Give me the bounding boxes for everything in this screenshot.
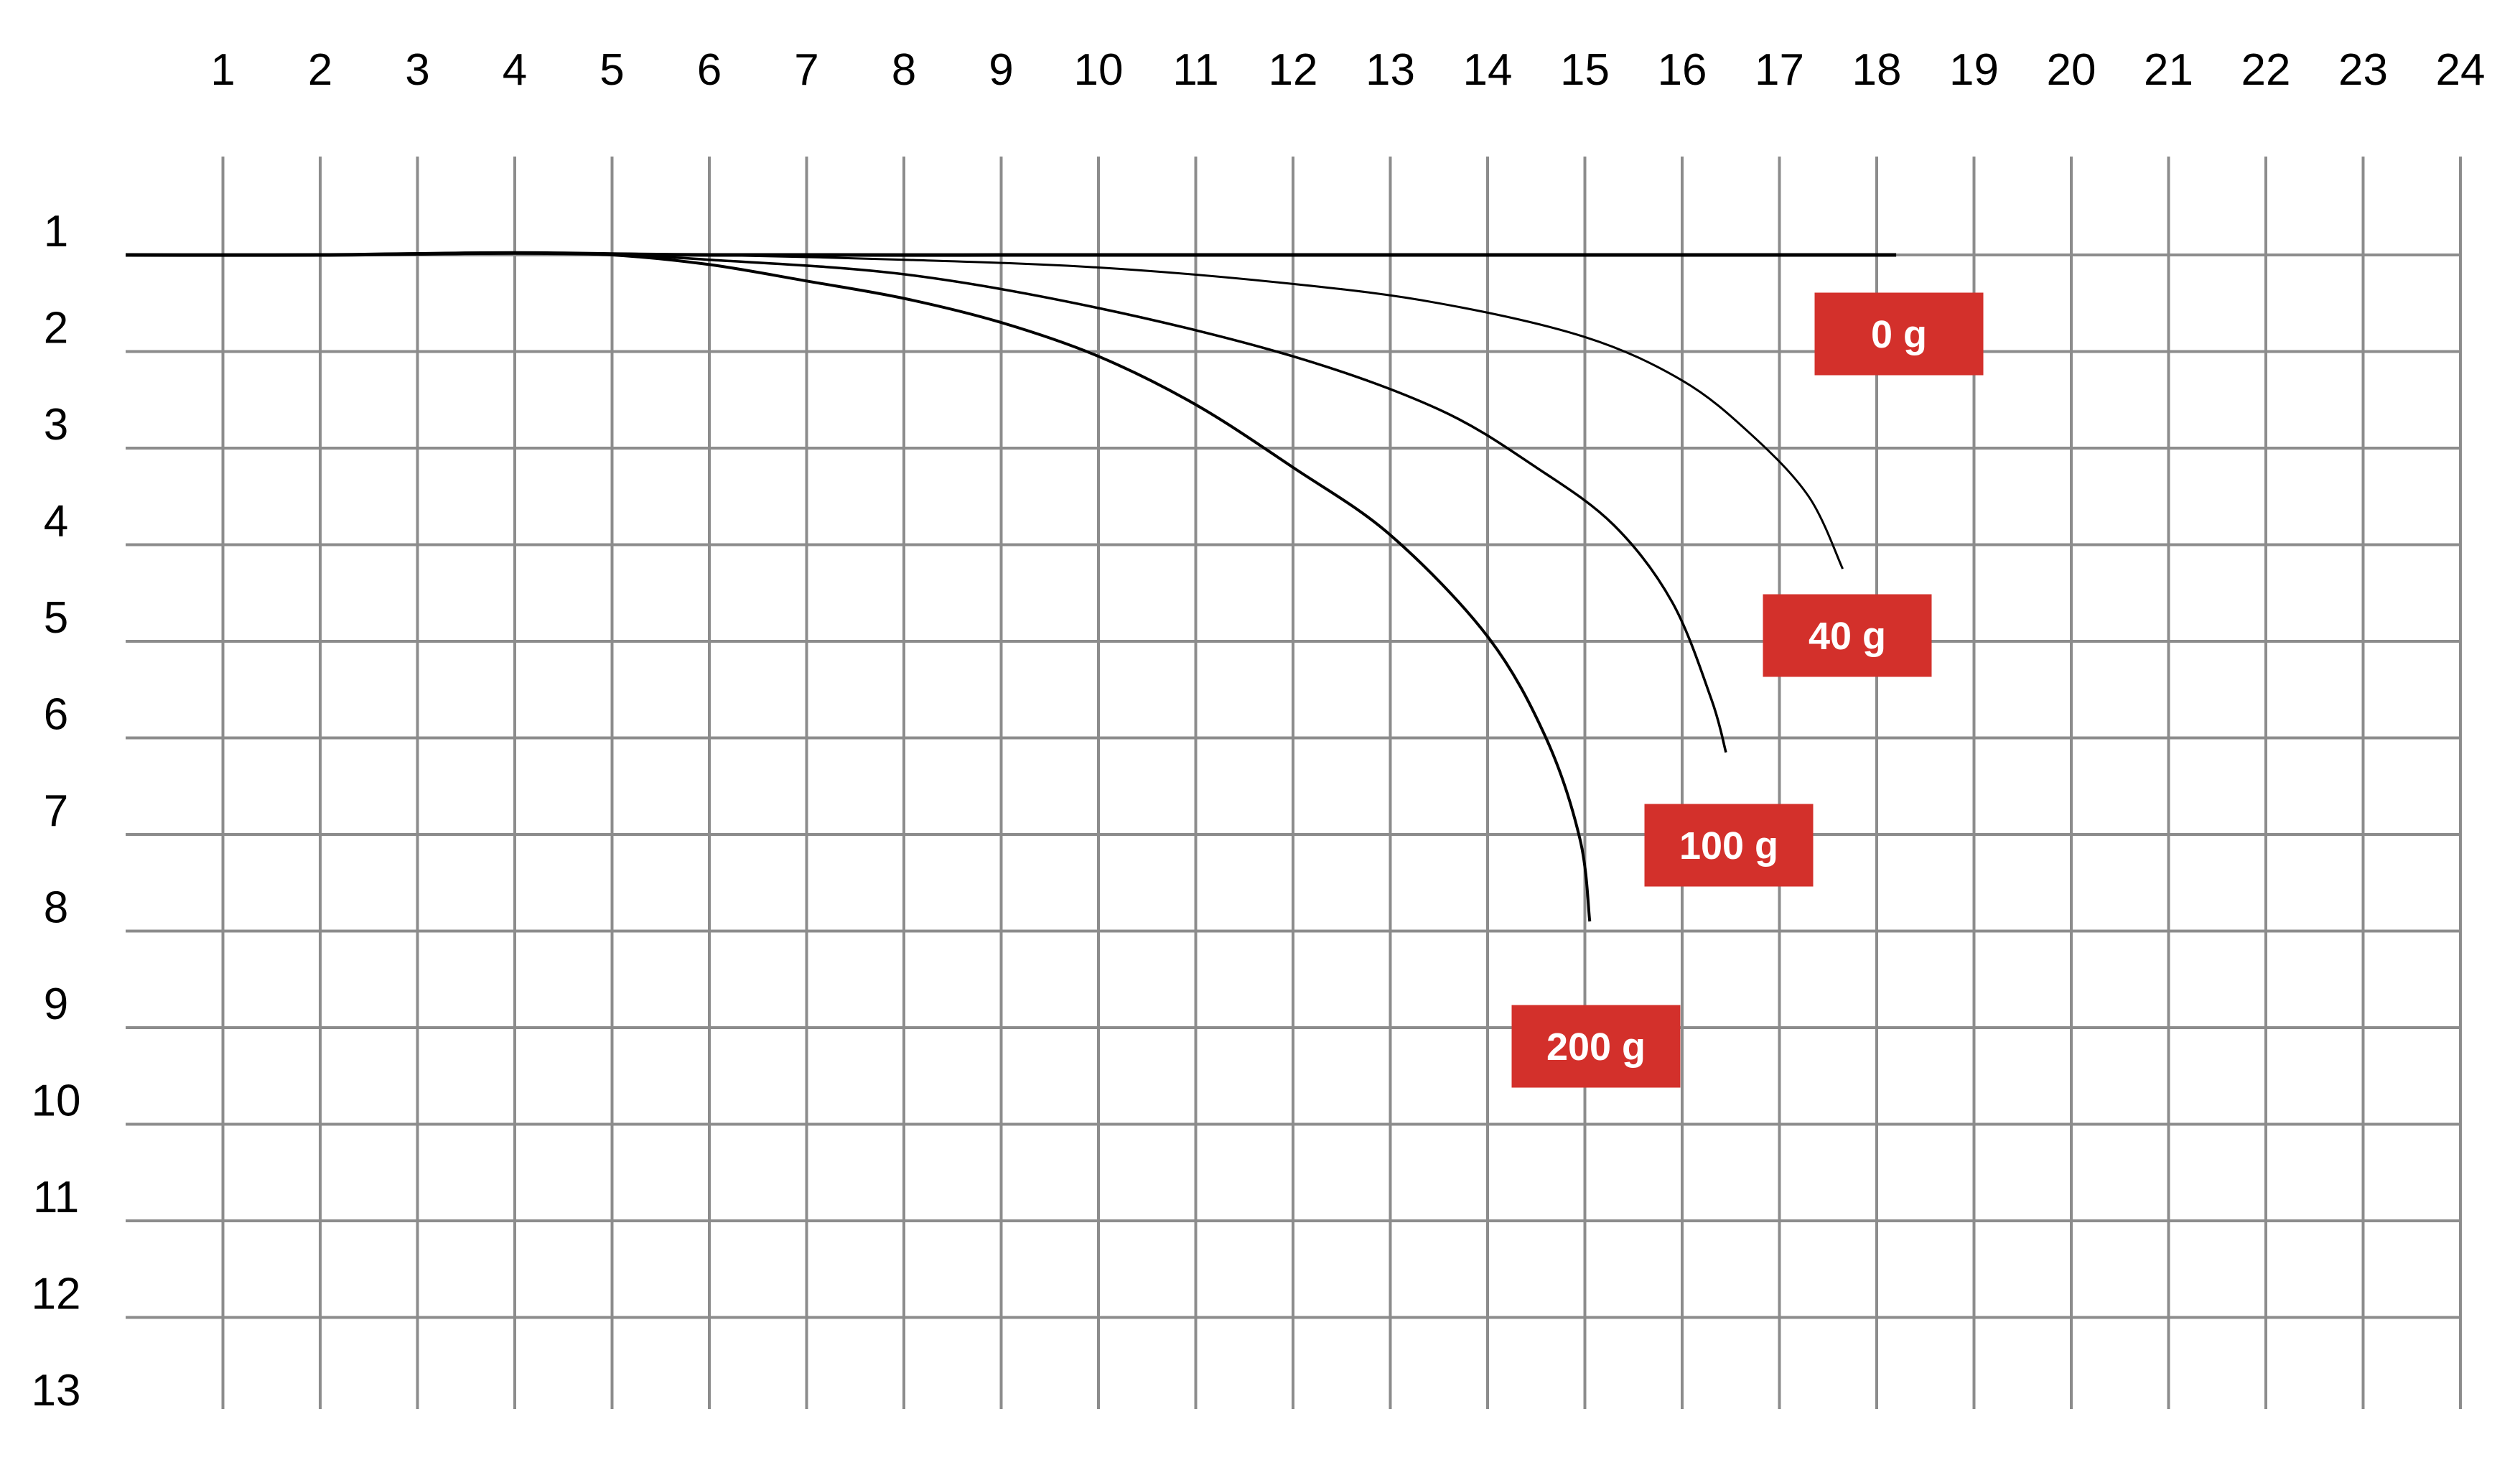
x-tick-label: 24 (2436, 45, 2486, 95)
y-tick-label: 4 (44, 497, 68, 547)
y-tick-label: 10 (32, 1076, 81, 1126)
series-label-box (1644, 804, 1814, 887)
x-tick-label: 21 (2144, 45, 2193, 95)
x-tick-label: 5 (599, 45, 624, 95)
y-tick-label: 5 (44, 593, 68, 643)
y-tick-label: 2 (44, 304, 68, 353)
x-tick-label: 4 (503, 45, 527, 95)
y-tick-label: 3 (44, 400, 68, 450)
series-label-box (1763, 594, 1932, 677)
x-tick-label: 15 (1560, 45, 1610, 95)
series-curve (125, 251, 1727, 753)
series-label: 200 g (1511, 1005, 1681, 1088)
x-tick-label: 1 (210, 45, 235, 95)
x-tick-label: 14 (1463, 45, 1513, 95)
grid (126, 157, 2462, 1409)
x-tick-label: 2 (308, 45, 332, 95)
y-tick-label: 6 (44, 690, 68, 740)
x-tick-label: 6 (697, 45, 722, 95)
series-curve (125, 251, 1592, 922)
x-tick-label: 7 (794, 45, 818, 95)
series-label-text: 40 g (1809, 615, 1886, 658)
x-tick-label: 17 (1755, 45, 1804, 95)
series-label: 40 g (1763, 594, 1932, 677)
x-tick-label: 11 (1172, 45, 1218, 95)
x-tick-label: 3 (405, 45, 429, 95)
series-labels: 0 g 40 g 100 g 200 g (1511, 292, 1984, 1088)
x-tick-label: 10 (1074, 45, 1124, 95)
y-tick-label: 7 (44, 786, 68, 836)
x-tick-label: 23 (2338, 45, 2388, 95)
series-label: 100 g (1644, 804, 1814, 887)
x-axis-ticks: 1 2 3 4 5 6 7 8 9 10 11 12 13 14 15 16 17 18 19 20 21 22 23 24 (210, 45, 2485, 95)
x-tick-label: 19 (1949, 45, 1999, 95)
x-tick-label: 18 (1852, 45, 1902, 95)
series-label-text: 200 g (1546, 1026, 1646, 1069)
y-tick-label: 9 (44, 980, 68, 1029)
x-tick-label: 22 (2241, 45, 2291, 95)
y-tick-label: 11 (33, 1173, 79, 1222)
x-tick-label: 12 (1269, 45, 1318, 95)
curves (125, 251, 1897, 922)
y-tick-label: 8 (44, 883, 68, 933)
x-tick-label: 20 (2047, 45, 2096, 95)
x-tick-label: 16 (1658, 45, 1707, 95)
y-tick-label: 12 (32, 1270, 81, 1319)
x-tick-label: 13 (1366, 45, 1415, 95)
x-tick-label: 8 (892, 45, 916, 95)
series-label-box (1511, 1005, 1681, 1088)
y-tick-label: 1 (44, 207, 68, 256)
series-label-box (1814, 292, 1984, 376)
series-label: 0 g (1814, 292, 1984, 376)
series-label-text: 100 g (1679, 824, 1778, 868)
x-tick-label: 9 (989, 45, 1013, 95)
y-tick-label: 13 (32, 1366, 81, 1415)
series-label-text: 0 g (1871, 313, 1927, 356)
